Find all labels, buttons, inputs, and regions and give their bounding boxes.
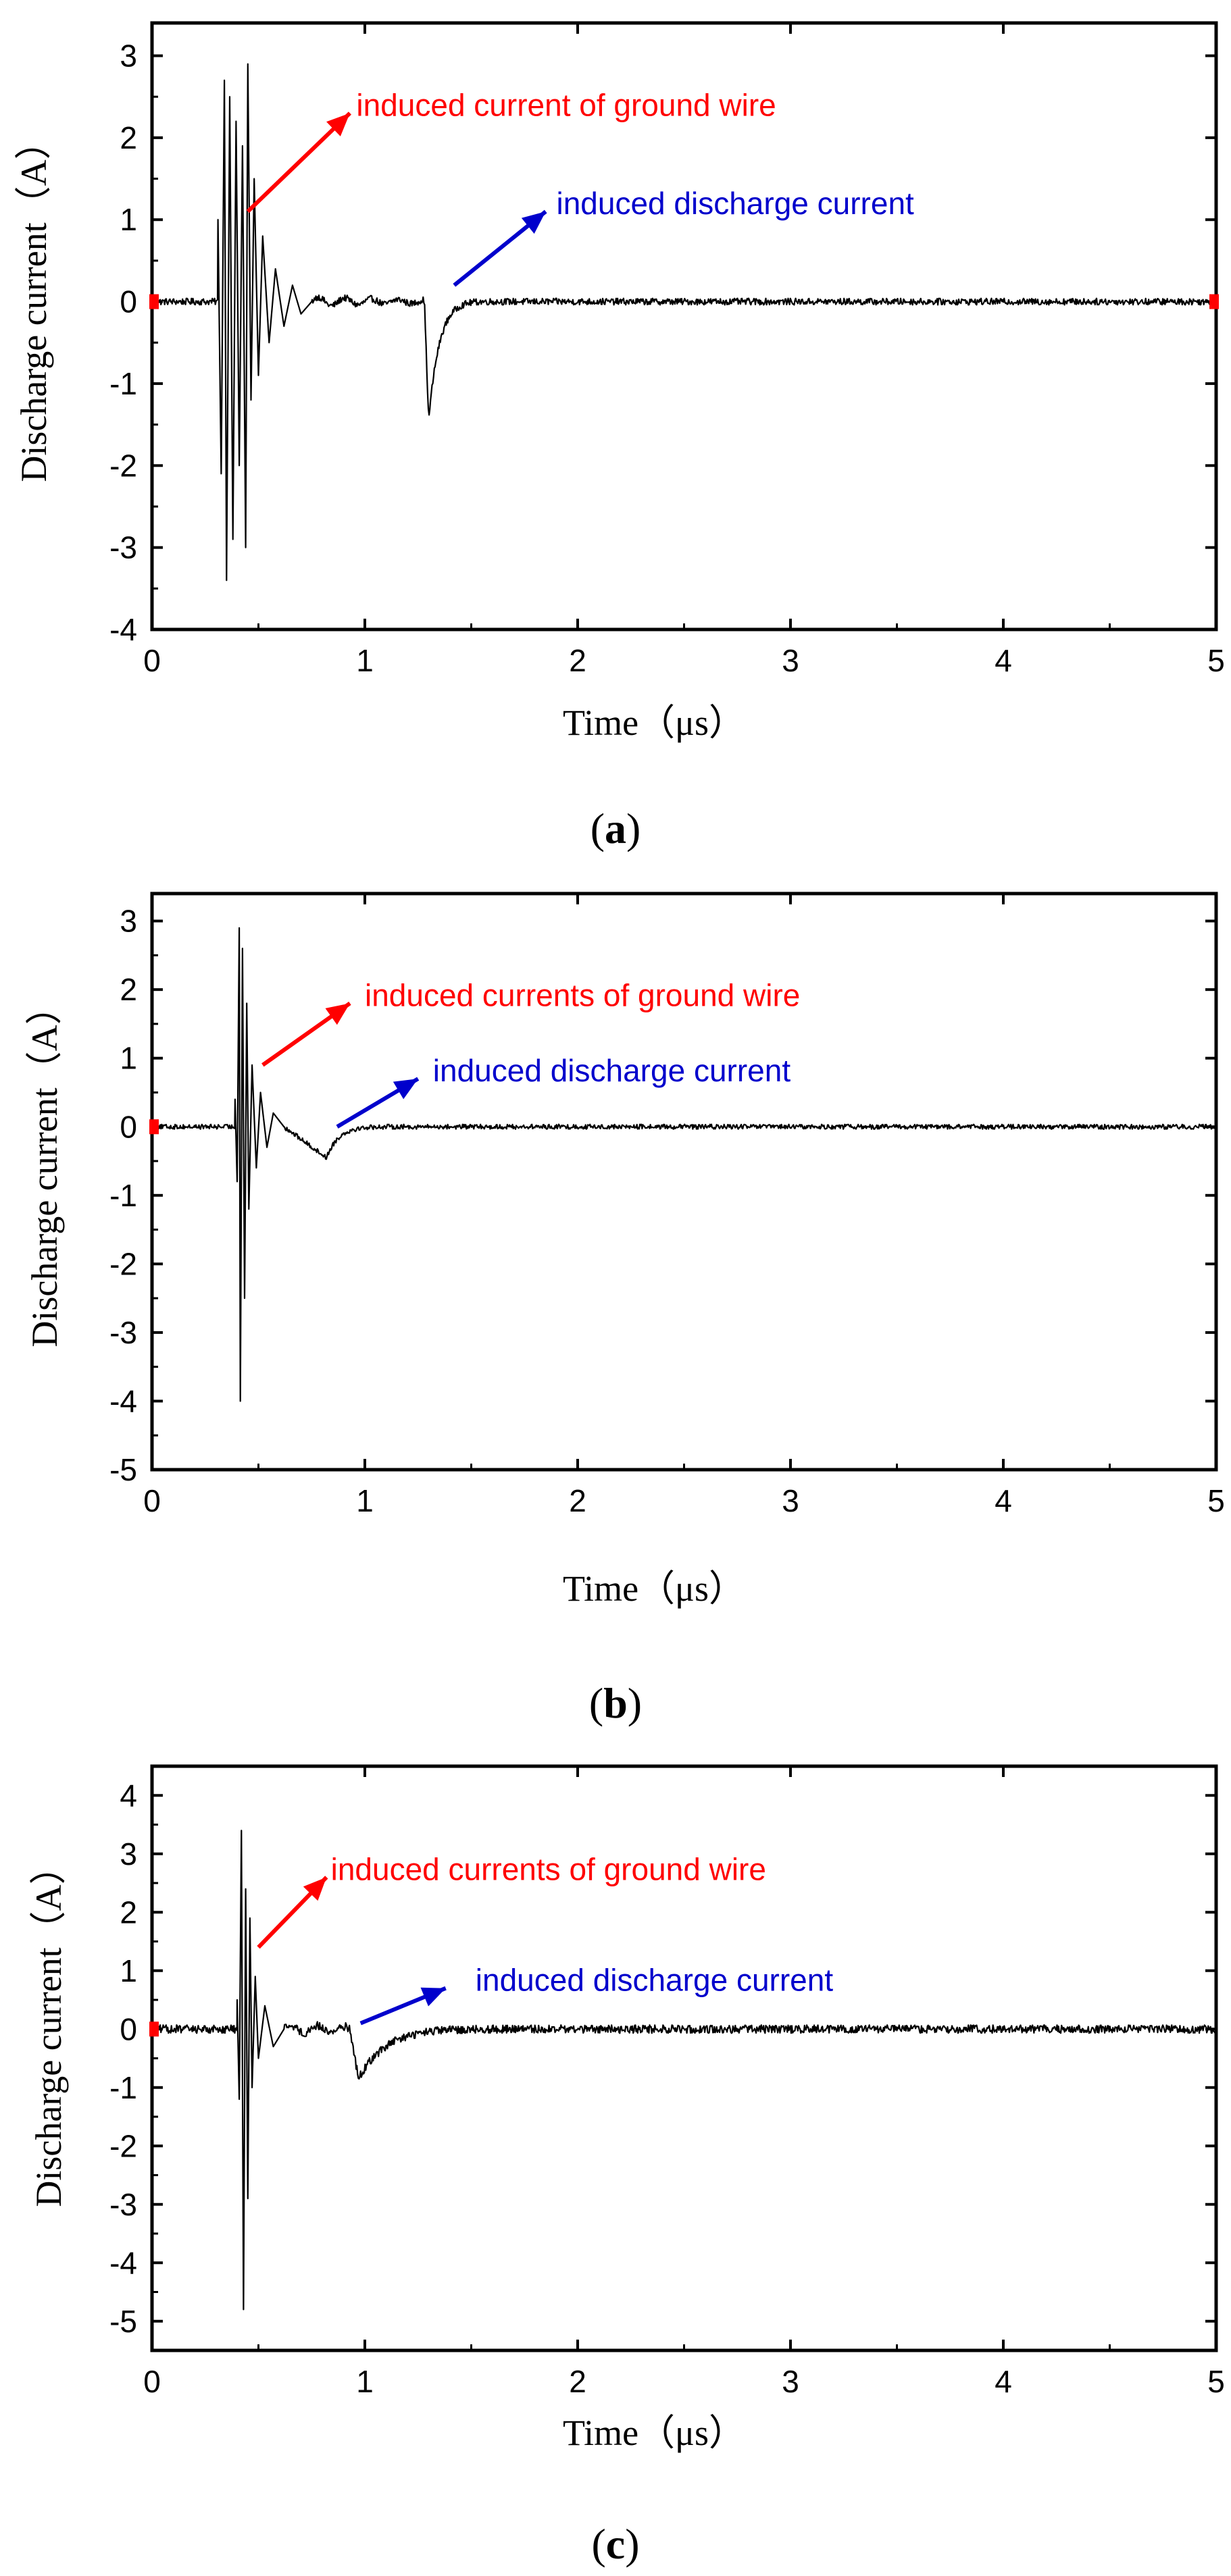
y-tick-label: -5: [109, 2304, 137, 2339]
plot-area: 0 1 2 3 4 5 -4 -3 -2 -1 0 1 2 3 induced current of gro…: [109, 21, 1225, 678]
annotation-arrow-head: [393, 1079, 418, 1100]
baseline-marker-right: [1209, 294, 1219, 309]
x-tick-label: 2: [569, 643, 586, 678]
annotation-discharge: induced discharge current: [557, 186, 915, 221]
x-tick-label: 0: [143, 1483, 161, 1518]
x-tick-label: 5: [1207, 643, 1225, 678]
y-tick-label: -4: [109, 2245, 137, 2280]
y-axis-title: Discharge current（A）: [28, 1848, 69, 2207]
x-tick-label: 3: [782, 643, 799, 678]
x-axis-title: Time（μs）: [563, 1568, 745, 1609]
x-tick-label: 3: [782, 2364, 799, 2399]
x-tick-label: 2: [569, 2364, 586, 2399]
annotation-arrow-head: [326, 113, 350, 136]
annotation-arrow-head: [303, 1877, 327, 1901]
baseline-marker-left: [149, 294, 159, 309]
x-tick-label: 0: [143, 2364, 161, 2399]
annotation-arrow-head: [325, 1003, 350, 1025]
plot-area: 0 1 2 3 4 5 -5 -4 -3 -2 -1 0 1 2 3 4 induced currents of…: [109, 1764, 1225, 2399]
y-tick-label: 2: [120, 1895, 137, 1930]
y-tick-label: -5: [109, 1452, 137, 1487]
y-tick-label: 1: [120, 1953, 137, 1988]
x-tick-label: 4: [995, 1483, 1012, 1518]
y-tick-label: -2: [109, 448, 137, 483]
panel-label-letter: c: [606, 2520, 625, 2568]
y-tick-label: -1: [109, 2070, 137, 2105]
y-axis-title: Discharge current（A）: [24, 988, 65, 1347]
x-tick-label: 3: [782, 1483, 799, 1518]
annotation-ground-wire: induced currents of ground wire: [365, 977, 800, 1012]
y-tick-label: -3: [109, 2187, 137, 2222]
y-tick-label: -1: [109, 1178, 137, 1213]
x-tick-label: 5: [1207, 1483, 1225, 1518]
y-tick-label: -3: [109, 1315, 137, 1350]
x-tick-label: 0: [143, 643, 161, 678]
x-tick-label: 1: [356, 1483, 374, 1518]
y-tick-label: -3: [109, 530, 137, 565]
x-tick-label: 2: [569, 1483, 586, 1518]
y-tick-label: -1: [109, 366, 137, 401]
x-tick-label: 4: [995, 643, 1012, 678]
chart-panel-a: 0 1 2 3 4 5 -4 -3 -2 -1 0 1 2 3 induced current of gro…: [14, 21, 1225, 852]
baseline-marker-left: [149, 1119, 159, 1135]
y-tick-label: 4: [120, 1778, 137, 1813]
y-tick-label: 3: [120, 1836, 137, 1872]
y-tick-label: 0: [120, 284, 137, 319]
y-axis-title: Discharge current（A）: [14, 123, 54, 482]
y-tick-label: 1: [120, 202, 137, 237]
y-tick-label: -2: [109, 2128, 137, 2163]
x-axis-title: Time（μs）: [563, 702, 745, 743]
x-tick-label: 1: [356, 2364, 374, 2399]
y-tick-label: 0: [120, 1109, 137, 1144]
y-tick-label: -4: [109, 1383, 137, 1418]
panel-label-c: (c): [591, 2520, 639, 2568]
chart-panel-b: 0 1 2 3 4 5 -5 -4 -3 -2 -1 0 1 2 3 induced currents of …: [24, 892, 1225, 1727]
x-tick-label: 5: [1207, 2364, 1225, 2399]
panel-label-letter: b: [603, 1679, 628, 1727]
y-tick-label: 2: [120, 120, 137, 155]
panel-label-letter: a: [605, 804, 626, 852]
y-tick-label: 2: [120, 972, 137, 1007]
x-axis-title: Time（μs）: [563, 2413, 745, 2453]
plot-area: 0 1 2 3 4 5 -5 -4 -3 -2 -1 0 1 2 3 induced currents of …: [109, 892, 1225, 1518]
chart-panel-c: 0 1 2 3 4 5 -5 -4 -3 -2 -1 0 1 2 3 4 induced currents of…: [28, 1764, 1225, 2568]
annotation-ground-wire: induced currents of ground wire: [331, 1851, 766, 1886]
panel-label-a: (a): [591, 804, 641, 852]
annotation-discharge: induced discharge current: [476, 1963, 834, 1998]
annotation-arrow-head: [420, 1987, 446, 2007]
y-tick-label: 0: [120, 2011, 137, 2046]
annotation-ground-wire: induced current of ground wire: [356, 87, 776, 122]
y-tick-label: 3: [120, 904, 137, 939]
annotation-arrow-shaft: [246, 111, 352, 213]
y-tick-label: 1: [120, 1041, 137, 1076]
y-tick-label: 3: [120, 38, 137, 74]
x-tick-label: 4: [995, 2364, 1012, 2399]
baseline-marker-left: [149, 2021, 159, 2037]
y-tick-label: -2: [109, 1246, 137, 1281]
panel-label-b: (b): [589, 1679, 642, 1727]
annotation-arrow-head: [521, 211, 546, 234]
discharge-current-trace: [151, 927, 1217, 1402]
annotation-discharge: induced discharge current: [433, 1053, 791, 1088]
x-tick-label: 1: [356, 643, 374, 678]
discharge-current-trace: [151, 1830, 1217, 2311]
y-tick-label: -4: [109, 612, 137, 647]
discharge-current-trace: [151, 63, 1217, 582]
